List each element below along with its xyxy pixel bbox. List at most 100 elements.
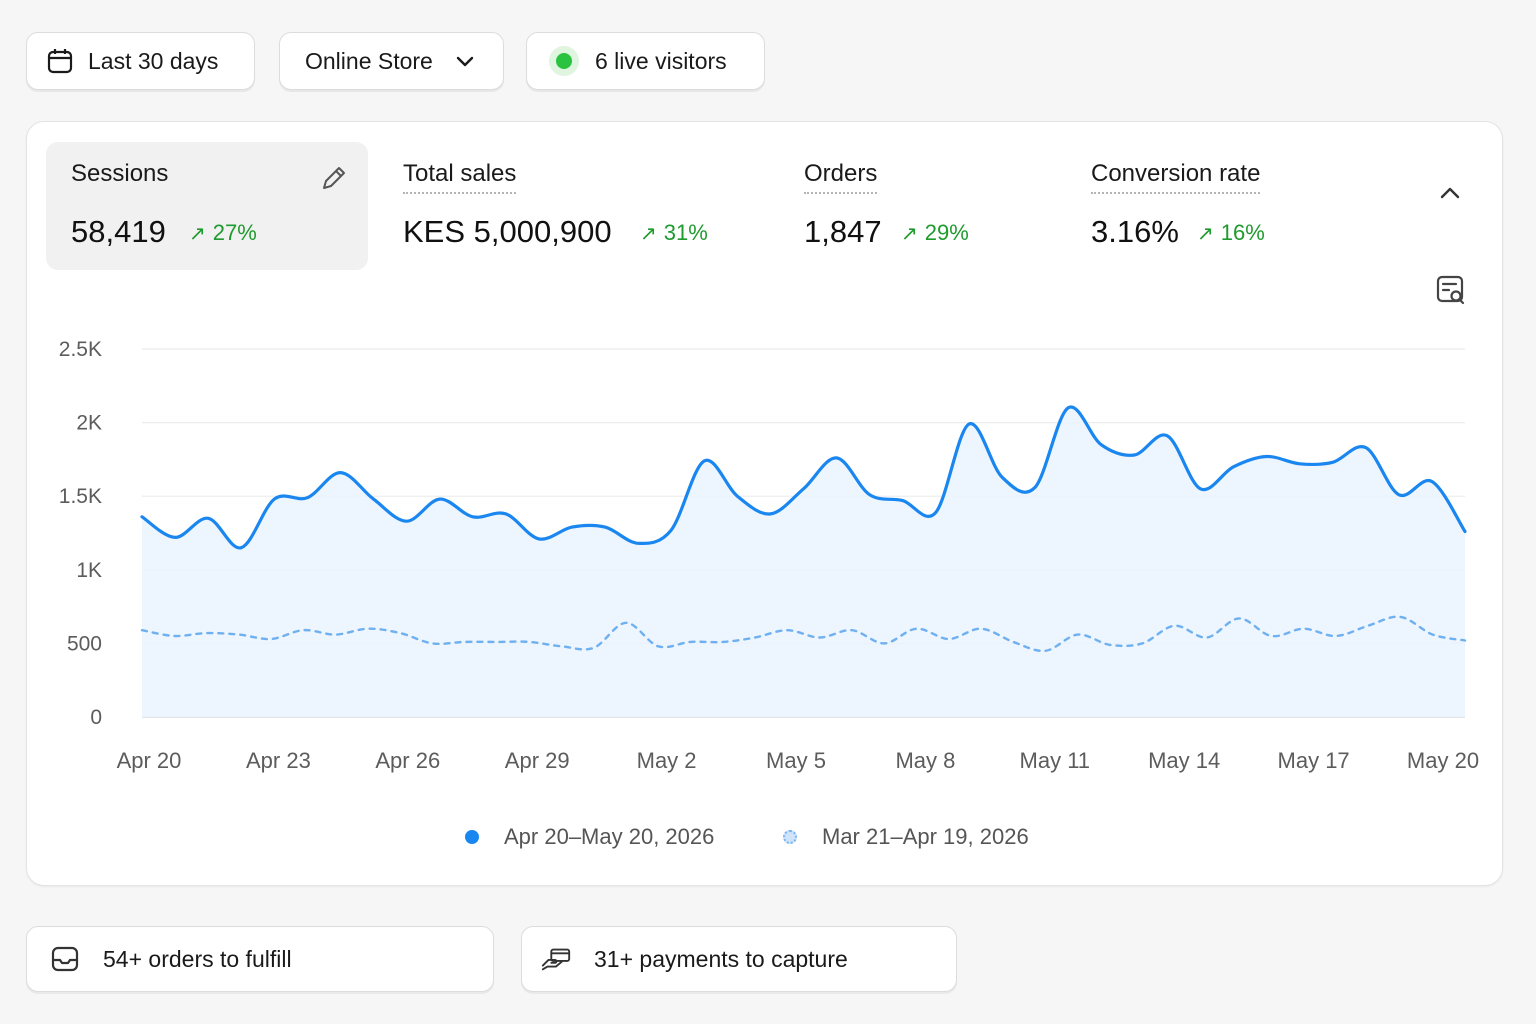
current-series-point xyxy=(602,524,608,530)
legend-label: Mar 21–Apr 19, 2026 xyxy=(822,824,1029,849)
previous-series-point xyxy=(817,635,823,641)
previous-series-point xyxy=(333,632,339,638)
legend-item-current[interactable]: Apr 20–May 20, 2026 xyxy=(465,824,714,850)
previous-series-point xyxy=(913,626,919,632)
payments-to-capture-button[interactable]: 31+ payments to capture xyxy=(521,926,957,992)
arrow-up-right-icon: ↗ xyxy=(1197,222,1214,245)
previous-series-point xyxy=(849,627,855,633)
arrow-up-right-icon: ↗ xyxy=(901,222,918,245)
legend-swatch xyxy=(783,830,797,844)
previous-series-point xyxy=(946,636,952,642)
y-tick-label: 2.5K xyxy=(59,338,102,361)
previous-series-point xyxy=(1107,642,1113,648)
current-series-point xyxy=(1264,454,1270,460)
previous-series-point xyxy=(1430,632,1436,638)
current-series-point xyxy=(337,470,343,476)
previous-series-point xyxy=(1010,639,1016,645)
previous-series-point xyxy=(300,627,306,633)
current-series-point xyxy=(371,496,377,502)
previous-series-point xyxy=(752,635,758,641)
previous-series-point xyxy=(1398,614,1404,620)
legend-swatch xyxy=(465,830,479,844)
x-tick-label: Apr 20 xyxy=(117,748,182,773)
y-tick-label: 1K xyxy=(76,559,102,582)
x-tick-label: May 20 xyxy=(1407,748,1479,773)
previous-series-point xyxy=(1043,648,1049,654)
current-series-point xyxy=(933,509,939,515)
metric-delta: ↗ 27% xyxy=(189,220,257,245)
current-series-point xyxy=(1164,433,1170,439)
previous-series-point xyxy=(236,632,242,638)
chevron-down-icon xyxy=(451,47,479,75)
current-series-point xyxy=(999,474,1005,480)
live-dot-icon xyxy=(549,46,579,76)
previous-series-point xyxy=(1172,623,1178,629)
previous-series-point xyxy=(1365,623,1371,629)
metric-label: Orders xyxy=(804,160,878,194)
hand-card-icon xyxy=(540,943,572,975)
channel-select[interactable]: Online Store xyxy=(279,32,504,90)
current-series-point xyxy=(271,496,277,502)
chevron-up-icon[interactable] xyxy=(1433,178,1467,208)
live-visitors-label: 6 live visitors xyxy=(595,47,727,74)
current-series-point xyxy=(734,493,740,499)
current-series-point xyxy=(569,524,575,530)
x-tick-label: May 11 xyxy=(1020,748,1091,773)
inbox-icon xyxy=(49,943,81,975)
previous-series-point xyxy=(784,627,790,633)
metric-total-sales[interactable]: Total sales KES 5,000,900 ↗ 31% xyxy=(385,142,765,270)
current-series-point xyxy=(304,495,310,501)
current-series-point xyxy=(767,511,773,517)
previous-series-point xyxy=(365,626,371,632)
date-range-button[interactable]: Last 30 days xyxy=(26,32,255,90)
previous-series-point xyxy=(881,640,887,646)
current-series-point xyxy=(1098,442,1104,448)
metric-delta: ↗ 29% xyxy=(901,220,969,245)
previous-series-point xyxy=(526,639,532,645)
y-tick-label: 2K xyxy=(76,412,102,435)
x-tick-label: May 14 xyxy=(1148,748,1220,773)
previous-series-point xyxy=(1139,640,1145,646)
metric-label: Total sales xyxy=(403,160,517,194)
metric-orders[interactable]: Orders 1,847 ↗ 29% xyxy=(785,142,1045,270)
task-label: 31+ payments to capture xyxy=(594,945,848,972)
previous-series-point xyxy=(655,643,661,649)
legend-label: Apr 20–May 20, 2026 xyxy=(504,824,715,849)
previous-series-point xyxy=(429,640,435,646)
current-series-point xyxy=(1197,486,1203,492)
pencil-icon[interactable] xyxy=(318,162,350,194)
legend-item-previous[interactable]: Mar 21–Apr 19, 2026 xyxy=(783,824,1029,850)
arrow-up-right-icon: ↗ xyxy=(640,222,657,245)
current-series-point xyxy=(1429,479,1435,485)
metric-delta: ↗ 16% xyxy=(1197,220,1265,245)
orders-to-fulfill-button[interactable]: 54+ orders to fulfill xyxy=(26,926,494,992)
current-series-point xyxy=(834,455,840,461)
current-series-point xyxy=(503,511,509,517)
previous-series-line xyxy=(140,615,1467,653)
current-series-point xyxy=(1363,445,1369,451)
previous-series-point xyxy=(1462,638,1468,644)
date-range-label: Last 30 days xyxy=(88,47,219,74)
previous-series-point xyxy=(559,643,565,649)
current-series-point xyxy=(867,492,873,498)
previous-series-point xyxy=(397,630,403,636)
report-search-icon[interactable] xyxy=(1433,272,1469,308)
current-series-point xyxy=(668,527,674,533)
x-tick-label: May 8 xyxy=(895,748,955,773)
x-tick-label: Apr 29 xyxy=(505,748,570,773)
current-series-point xyxy=(1065,405,1071,411)
current-series-point xyxy=(1396,492,1402,498)
live-visitors-button[interactable]: 6 live visitors xyxy=(526,32,765,90)
current-series-point xyxy=(172,534,178,540)
current-series-point xyxy=(404,518,410,524)
previous-series-point xyxy=(623,620,629,626)
previous-series-point xyxy=(1236,615,1242,621)
current-series-point xyxy=(1297,461,1303,467)
arrow-up-right-icon: ↗ xyxy=(189,222,206,245)
metric-conversion-rate[interactable]: Conversion rate 3.16% ↗ 16% xyxy=(1072,142,1372,270)
metric-sessions[interactable]: Sessions 58,419 ↗ 27% xyxy=(46,142,368,270)
x-tick-label: May 17 xyxy=(1278,748,1350,773)
current-series-point xyxy=(900,498,906,504)
current-series-point xyxy=(470,514,476,520)
previous-series-point xyxy=(688,639,694,645)
